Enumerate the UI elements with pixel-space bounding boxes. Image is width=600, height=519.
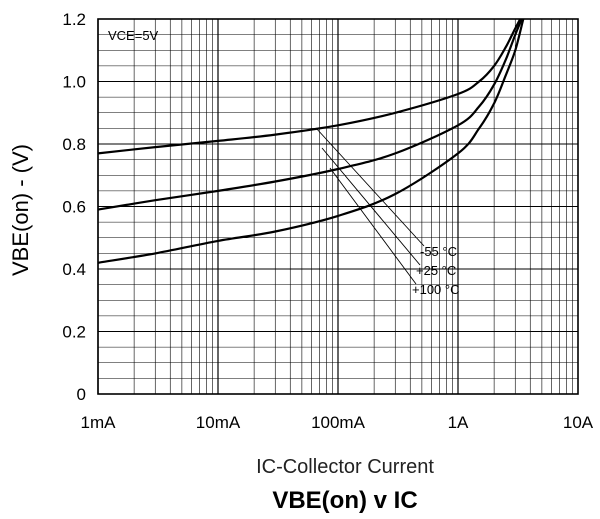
chart-title: VBE(on) v IC bbox=[272, 487, 417, 514]
y-tick-label: 1.0 bbox=[62, 73, 86, 92]
plot-frame bbox=[97, 18, 579, 395]
legend-leader-line bbox=[315, 127, 425, 247]
legend-label: +25 °C bbox=[416, 263, 456, 278]
x-tick-label: 10mA bbox=[196, 413, 241, 432]
vce-annotation: VCE=5V bbox=[108, 28, 159, 43]
series-curves bbox=[97, 18, 525, 264]
chart-title-suffix: v IC bbox=[367, 487, 418, 514]
x-tick-label: 1A bbox=[448, 413, 469, 432]
legend-label: +100 °C bbox=[412, 282, 459, 297]
curve-plus25c bbox=[97, 18, 523, 211]
y-tick-labels: 0 0.2 0.4 0.6 0.8 1.0 1.2 bbox=[62, 10, 86, 404]
y-tick-label: 0.6 bbox=[62, 198, 86, 217]
legend-label: -55 °C bbox=[420, 244, 457, 259]
curve-minus55c bbox=[97, 18, 522, 155]
legend-leader-line bbox=[321, 147, 421, 266]
x-tick-label: 10A bbox=[563, 413, 594, 432]
legend-labels: -55 °C +25 °C +100 °C bbox=[412, 244, 459, 297]
y-tick-label: 0.8 bbox=[62, 135, 86, 154]
legend-leader-line bbox=[329, 167, 417, 285]
x-tick-label: 100mA bbox=[311, 413, 366, 432]
chart-title-main: VBE(on) bbox=[272, 487, 367, 514]
y-tick-label: 0 bbox=[77, 385, 86, 404]
x-tick-labels: 1mA 10mA 100mA 1A 10A bbox=[81, 413, 594, 432]
y-tick-label: 0.4 bbox=[62, 260, 86, 279]
curve-plus100c bbox=[97, 18, 525, 264]
x-axis-label: IC-Collector Current bbox=[256, 456, 434, 478]
y-tick-label: 1.2 bbox=[62, 10, 86, 29]
x-tick-label: 1mA bbox=[81, 413, 117, 432]
y-tick-label: 0.2 bbox=[62, 323, 86, 342]
y-axis-label: VBE(on) - (V) bbox=[8, 144, 33, 276]
legend-leader-lines bbox=[315, 127, 425, 285]
